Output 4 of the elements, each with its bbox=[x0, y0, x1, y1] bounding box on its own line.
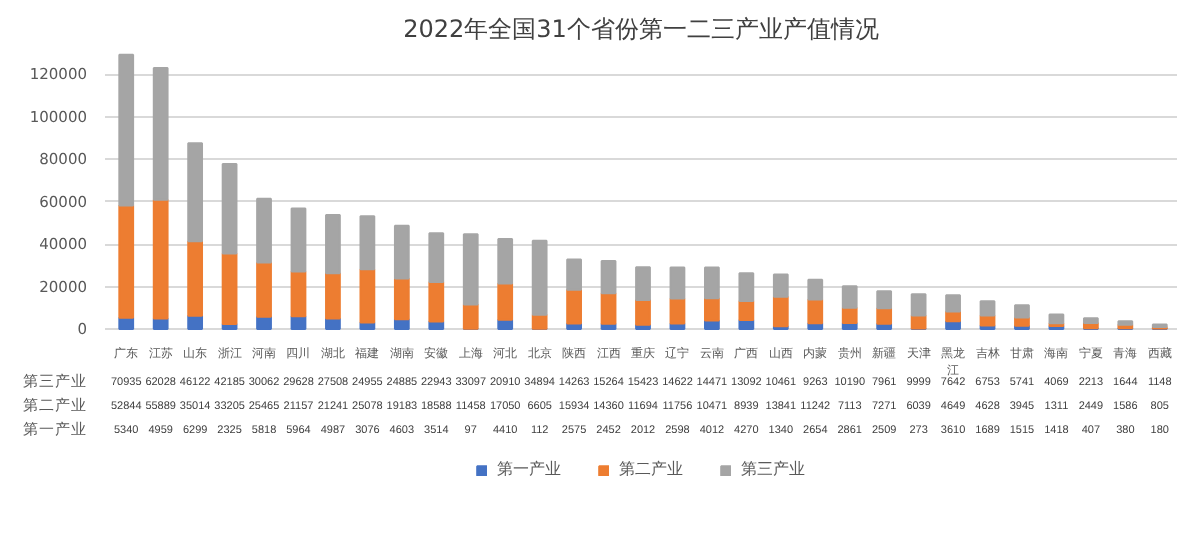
legend-label: 第三产业 bbox=[741, 458, 805, 480]
legend-label: 第一产业 bbox=[497, 458, 561, 480]
chart-title: 2022年全国31个省份第一二三产业产值情况 bbox=[403, 15, 879, 43]
legend-label: 第二产业 bbox=[619, 458, 683, 480]
